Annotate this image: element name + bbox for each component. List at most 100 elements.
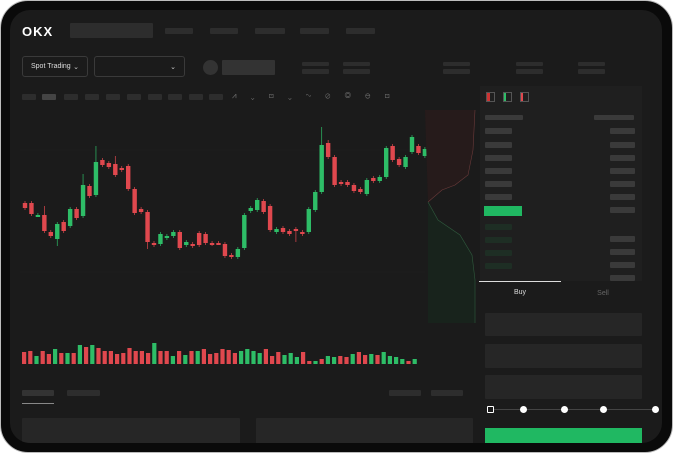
nav-item[interactable]	[210, 28, 238, 34]
volume-bar	[344, 357, 349, 364]
timeframe-button[interactable]	[106, 94, 120, 100]
candle-down	[338, 182, 344, 184]
ask-price	[485, 181, 512, 187]
market-type-select[interactable]: Spot Trading ⌄	[22, 56, 88, 77]
chart-tool-icons[interactable]: ⩘ ⌄ ⊡ ⌄ ∿ ⊘ ◎ ⊖ ⊡	[232, 91, 396, 100]
pair-select[interactable]: ⌄	[94, 56, 185, 77]
slider-stop[interactable]	[520, 406, 527, 413]
buy-button[interactable]	[485, 428, 642, 443]
volume-bar	[28, 351, 33, 364]
candle-up	[422, 149, 428, 156]
candle-down	[287, 231, 292, 234]
volume-bar	[102, 351, 107, 364]
orderbook-header	[594, 115, 634, 120]
candle-down	[190, 244, 195, 246]
candle-down	[416, 146, 421, 153]
ask-price	[485, 128, 512, 134]
ask-price	[485, 168, 512, 174]
timeframe-button[interactable]	[148, 94, 162, 100]
bid-price	[485, 224, 512, 230]
tab-order-history[interactable]	[67, 390, 100, 396]
slider-handle[interactable]	[487, 406, 494, 413]
candle-down	[300, 232, 305, 234]
volume-bar	[189, 351, 194, 364]
candle-down	[106, 163, 112, 167]
chevron-down-icon: ⌄	[170, 63, 176, 71]
volume-bar	[356, 352, 361, 364]
volume-bar	[263, 349, 268, 364]
amount-input[interactable]	[485, 344, 642, 368]
volume-bar	[394, 357, 399, 364]
tab-sell[interactable]: Sell	[597, 290, 609, 297]
amount-slider-track[interactable]	[490, 409, 655, 410]
candle-down	[325, 143, 331, 157]
volume-bar	[319, 359, 324, 364]
price-input[interactable]	[485, 313, 642, 336]
candle-up	[235, 249, 241, 257]
volume-bar	[350, 354, 355, 364]
volume-bar	[288, 353, 293, 364]
timeframe-button[interactable]	[42, 94, 56, 100]
candle-up	[306, 209, 311, 232]
orderbook-view-bids-icon[interactable]	[503, 92, 512, 102]
volume-bar	[239, 351, 244, 364]
slider-stop[interactable]	[561, 406, 568, 413]
volume-bar	[84, 347, 89, 364]
volume-bar	[170, 356, 175, 364]
total-input[interactable]	[485, 375, 642, 399]
nav-item[interactable]	[346, 28, 375, 34]
timeframe-button[interactable]	[189, 94, 203, 100]
timeframe-button[interactable]	[22, 94, 36, 100]
stat-label	[302, 62, 329, 66]
volume-bar	[232, 353, 237, 364]
slider-stop[interactable]	[652, 406, 659, 413]
candle-up	[67, 209, 73, 226]
filter-button[interactable]	[431, 390, 463, 396]
orderbook-view-asks-icon[interactable]	[520, 92, 529, 102]
volume-bar	[338, 356, 343, 364]
volume-bar	[313, 361, 318, 364]
ask-amount	[610, 128, 635, 134]
timeframe-button[interactable]	[168, 94, 182, 100]
volume-bar	[257, 353, 262, 364]
candle-down	[151, 243, 157, 245]
candle-down	[222, 244, 228, 256]
candle-up	[248, 208, 253, 211]
candle-up	[384, 148, 389, 177]
candle-down	[358, 189, 363, 192]
nav-item[interactable]	[255, 28, 285, 34]
volume-bar	[381, 352, 386, 364]
volume-bar	[387, 356, 392, 364]
volume-bar	[34, 356, 39, 364]
bid-price	[485, 237, 512, 243]
timeframe-button[interactable]	[64, 94, 78, 100]
search-bar[interactable]	[70, 23, 153, 38]
bid-price	[485, 263, 512, 269]
filter-button[interactable]	[389, 390, 421, 396]
tab-underline	[479, 281, 561, 282]
candle-down	[280, 228, 286, 232]
bid-amount	[610, 249, 635, 255]
volume-bar	[158, 351, 163, 364]
volume-bar	[115, 354, 120, 364]
slider-stop[interactable]	[600, 406, 607, 413]
volume-bar	[71, 353, 76, 364]
trading-screen: OKX Spot Trading ⌄ ⌄ ⩘ ⌄ ⊡ ⌄ ∿ ⊘ ◎ ⊖ ⊡ Bu…	[10, 10, 662, 443]
stat-value	[443, 69, 470, 74]
nav-item[interactable]	[300, 28, 329, 34]
candle-down	[396, 159, 402, 165]
candlestick-chart[interactable]	[10, 10, 480, 390]
candle-up	[35, 215, 41, 217]
timeframe-button[interactable]	[127, 94, 141, 100]
volume-bar	[133, 351, 138, 364]
candle-down	[196, 233, 202, 245]
orderbook-view-both-icon[interactable]	[486, 92, 495, 102]
bid-amount	[610, 262, 635, 268]
nav-item[interactable]	[165, 28, 193, 34]
tab-buy[interactable]: Buy	[513, 289, 527, 296]
timeframe-button[interactable]	[209, 94, 223, 100]
tab-open-orders[interactable]	[22, 390, 54, 396]
volume-bar	[46, 354, 51, 364]
timeframe-button[interactable]	[85, 94, 99, 100]
ask-amount	[610, 168, 635, 174]
